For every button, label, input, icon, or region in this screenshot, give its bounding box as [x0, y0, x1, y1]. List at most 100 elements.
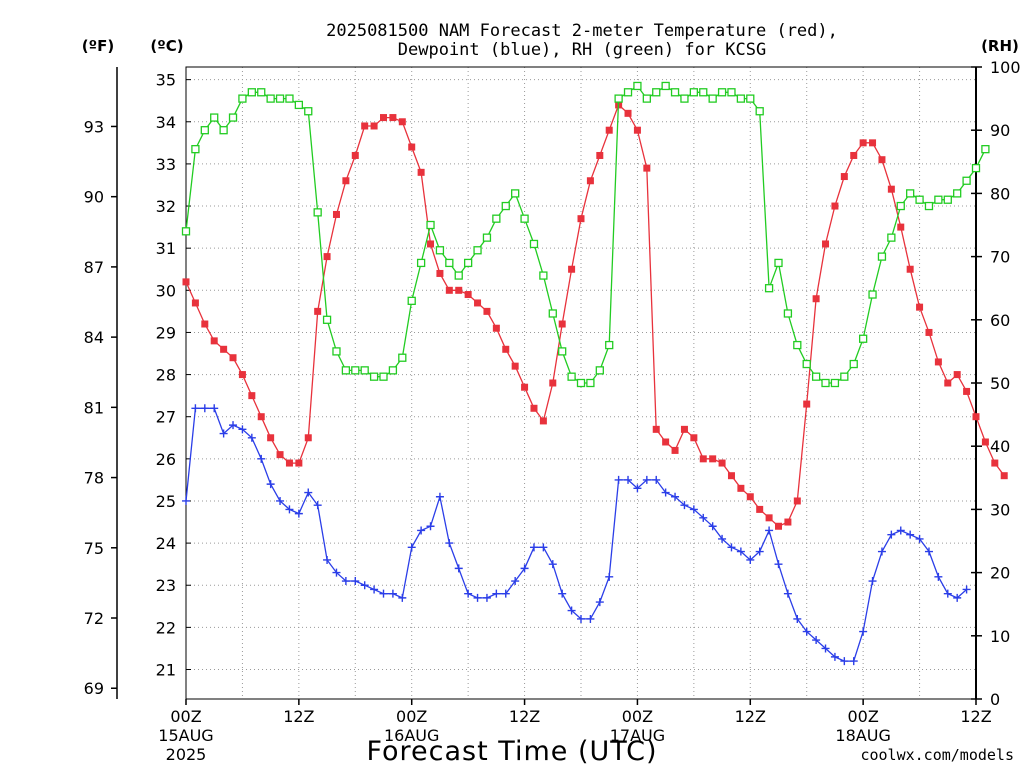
dewpoint-point [360, 581, 369, 590]
temperature-point [304, 434, 312, 442]
dewpoint-point [736, 547, 745, 556]
rh-tick-label: 80 [990, 184, 1010, 203]
dewpoint-point [642, 475, 651, 484]
rh-point [426, 220, 435, 230]
temperature-point [248, 392, 256, 400]
rh-point [868, 290, 877, 299]
x-tick-label: 00Z [847, 707, 878, 726]
temperature-line [185, 103, 1005, 528]
temperature-point [257, 413, 265, 421]
rh-point [840, 372, 849, 381]
dewpoint-point [191, 404, 200, 413]
temperature-point [633, 126, 641, 134]
dewpoint-point [624, 475, 633, 484]
rh-point [369, 372, 379, 381]
temperature-point [652, 425, 660, 433]
x-tick-label: 00Z [396, 707, 427, 726]
rh-point [962, 176, 971, 185]
temperature-point [558, 320, 566, 328]
celsius-tick-label: 28 [156, 366, 176, 385]
fahrenheit-tick-label: 75 [84, 539, 104, 558]
dewpoint-point [661, 488, 670, 497]
rh-point [548, 309, 557, 318]
dewpoint-point [398, 593, 407, 602]
rh-point [257, 88, 266, 97]
fahrenheit-tick-label: 72 [84, 609, 104, 628]
temperature-point [718, 459, 726, 467]
rh-tick-label: 20 [990, 564, 1010, 583]
temperature-point [521, 383, 529, 391]
celsius-tick-label: 33 [156, 155, 176, 174]
rh-tick-label: 90 [990, 121, 1010, 140]
temperature-point [878, 156, 886, 164]
temperature-point [709, 455, 717, 463]
dewpoint-point [689, 505, 698, 514]
x-tick-label: 00Z [170, 707, 201, 726]
temperature-point [408, 143, 416, 151]
rh-tick-label: 30 [990, 500, 1010, 519]
dewpoint-point [266, 480, 275, 489]
x-tick-label: 00Z [622, 707, 653, 726]
celsius-tick-label: 32 [156, 197, 176, 216]
rh-point [717, 88, 727, 97]
dewpoint-point [454, 564, 463, 573]
rh-point [463, 258, 473, 268]
dewpoint-point [962, 585, 971, 594]
celsius-tick-label: 26 [156, 450, 176, 469]
rh-point [501, 201, 510, 211]
dewpoint-point [849, 657, 858, 666]
temperature-point [445, 286, 453, 294]
temperature-point [822, 240, 830, 248]
rh-point [219, 126, 228, 135]
rh-point [887, 233, 896, 242]
rh-point [924, 201, 934, 211]
x-tick-year-label: 2025 [166, 745, 207, 764]
dewpoint-point [511, 577, 520, 586]
rh-point [266, 94, 275, 103]
dewpoint-point [915, 534, 924, 543]
rh-point [473, 246, 482, 255]
dewpoint-point [435, 492, 444, 501]
dewpoint-point [257, 454, 266, 463]
dewpoint-point [464, 589, 473, 598]
rh-point [586, 378, 595, 388]
rh-point [454, 271, 463, 280]
rh-point [379, 372, 388, 381]
rh-point [736, 94, 746, 103]
temperature-point [502, 345, 510, 353]
dewpoint-point [896, 526, 905, 535]
temperature-point [586, 177, 594, 185]
rh-point [746, 94, 755, 103]
temperature-point [191, 299, 199, 307]
temperature-point [474, 299, 482, 307]
temperature-point [351, 151, 359, 159]
celsius-tick-label: 25 [156, 492, 176, 511]
celsius-tick-label: 30 [156, 281, 176, 300]
dewpoint-point [388, 589, 397, 598]
temperature-point [436, 269, 444, 277]
rh-point [238, 94, 247, 103]
dewpoint-line [185, 407, 968, 662]
temperature-point [624, 109, 632, 117]
rh-point [492, 214, 501, 223]
temperature-point [455, 286, 463, 294]
dewpoint-point [671, 492, 680, 501]
x-tick-date-label: 18AUG [835, 726, 890, 745]
dewpoint-point [323, 555, 332, 564]
rh-point [755, 107, 764, 116]
celsius-tick-label: 35 [156, 71, 176, 90]
dewpoint-point [821, 644, 830, 653]
temperature-point [671, 446, 679, 454]
dewpoint-point [793, 614, 802, 623]
rh-point [821, 378, 830, 388]
temperature-point [680, 425, 688, 433]
rh-point [539, 271, 548, 280]
dewpoint-point [755, 547, 764, 556]
temperature-point [699, 455, 707, 463]
temperature-point [643, 164, 651, 172]
dewpoint-point [812, 636, 821, 645]
temperature-point [972, 413, 980, 421]
rh-point [802, 359, 811, 369]
dewpoint-point [548, 560, 557, 569]
